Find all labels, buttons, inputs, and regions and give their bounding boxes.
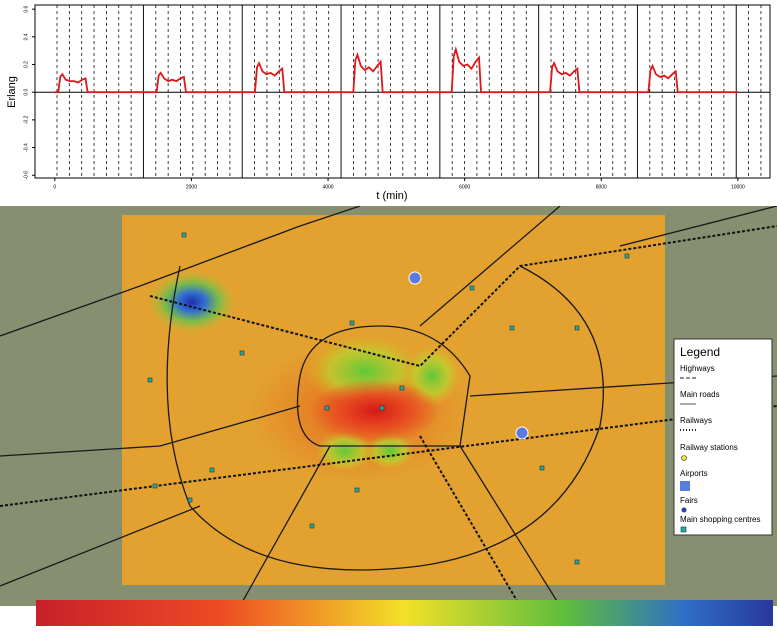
colorbar-gradient <box>36 600 773 626</box>
legend-item: Railway stations <box>680 443 738 452</box>
airport <box>408 271 422 285</box>
y-tick-label: -0.6 <box>23 171 29 180</box>
x-tick-label: 8000 <box>596 184 607 190</box>
railways <box>0 225 777 606</box>
x-axis-label: t (min) <box>376 190 407 202</box>
y-tick-label: -0.4 <box>23 143 29 152</box>
legend-symbol <box>681 455 687 461</box>
x-tick-label: 4000 <box>322 184 333 190</box>
legend-box <box>673 338 773 536</box>
y-tick-label: 0.2 <box>23 61 29 68</box>
series-line <box>54 46 738 94</box>
airport <box>515 426 529 440</box>
legend: Legend Highways Main roads Railways Rail… <box>673 338 773 536</box>
y-tick-label: 0.6 <box>23 5 29 12</box>
x-tick-label: 10000 <box>731 184 745 190</box>
map: Legend Highways Main roads Railways Rail… <box>0 206 777 606</box>
roads <box>0 206 777 606</box>
legend-item: Main roads <box>680 390 720 399</box>
legend-title: Legend <box>680 345 720 359</box>
y-axis-label: Erlang <box>6 76 18 108</box>
heat-blob <box>147 270 237 334</box>
legend-item: Main shopping centres <box>680 515 761 524</box>
y-tick-label: -0.2 <box>23 115 29 124</box>
x-tick-label: 2000 <box>186 184 197 190</box>
shopping-centres <box>147 232 630 565</box>
y-tick-label: 0.4 <box>23 33 29 40</box>
heat-blob <box>310 379 440 443</box>
x-tick-label: 0 <box>53 184 56 190</box>
legend-item: Railways <box>680 416 712 425</box>
legend-item: Highways <box>680 364 715 373</box>
y-tick-label: 0.0 <box>23 88 29 95</box>
legend-symbol <box>680 481 690 491</box>
legend-item: Fairs <box>680 496 698 505</box>
erlang-chart: Erlang t (min) -0.6 -0.4 -0.2 0.0 0.2 0.4 0.6 0… <box>6 4 771 202</box>
legend-symbol <box>681 507 687 513</box>
x-tick-label: 6000 <box>459 184 470 190</box>
legend-symbol <box>680 526 687 533</box>
colorbar <box>36 600 773 626</box>
legend-item: Airports <box>680 469 708 478</box>
